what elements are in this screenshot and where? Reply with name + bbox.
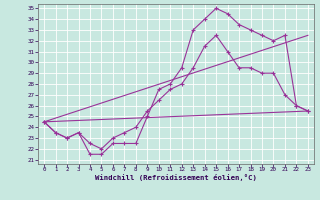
X-axis label: Windchill (Refroidissement éolien,°C): Windchill (Refroidissement éolien,°C): [95, 174, 257, 181]
